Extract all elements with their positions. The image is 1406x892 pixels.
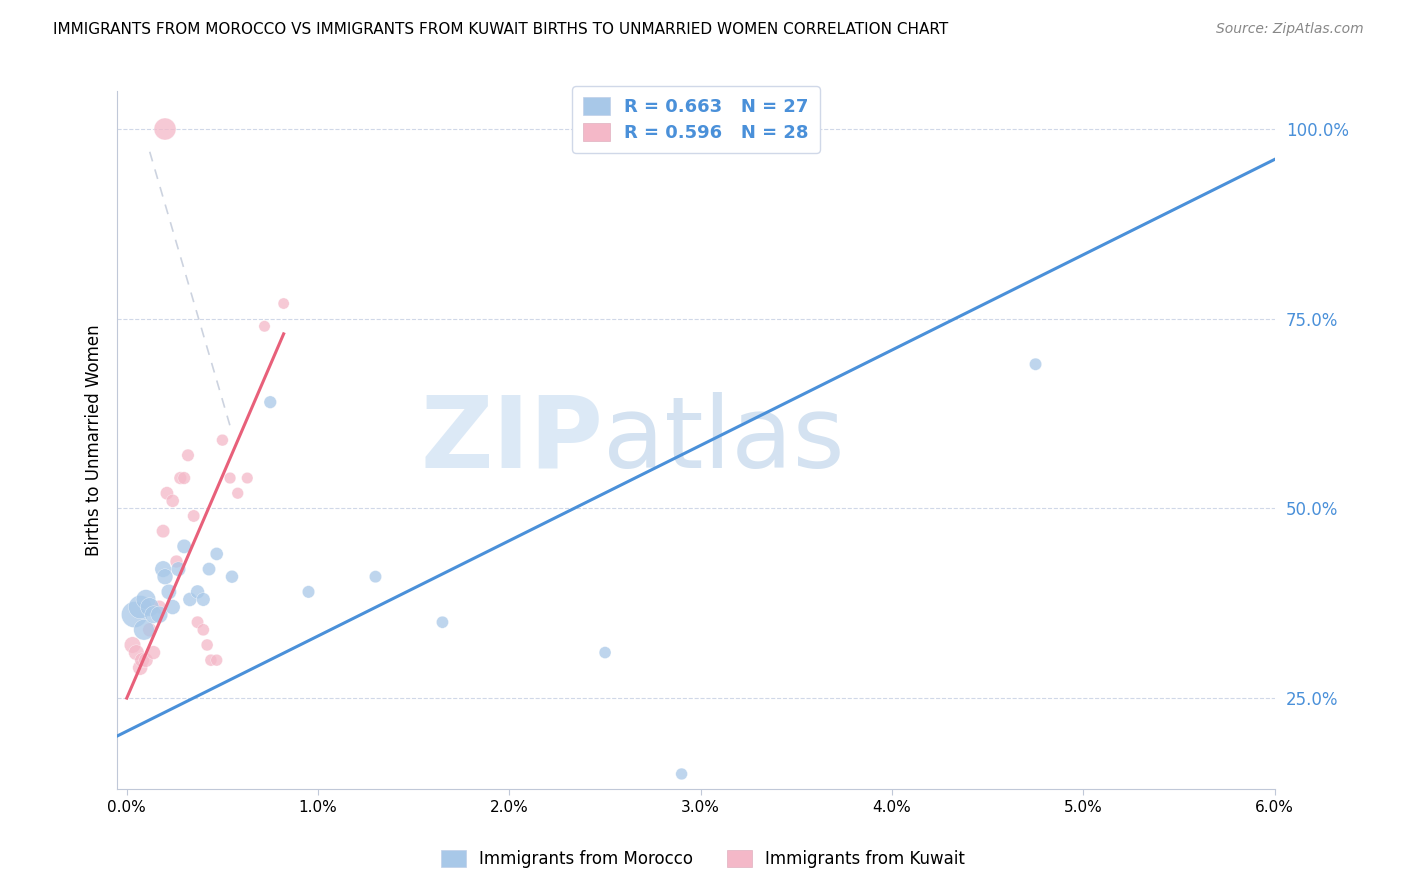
Point — [153, 122, 176, 136]
Point — [432, 615, 454, 630]
Point — [1025, 357, 1047, 371]
Point — [162, 493, 184, 508]
Point — [167, 562, 190, 576]
Point — [129, 600, 152, 615]
Point — [1168, 805, 1191, 819]
Legend: R = 0.663   N = 27, R = 0.596   N = 28: R = 0.663 N = 27, R = 0.596 N = 28 — [572, 87, 820, 153]
Point — [226, 486, 249, 500]
Point — [135, 592, 157, 607]
Point — [205, 653, 228, 667]
Point — [124, 607, 146, 622]
Point — [671, 767, 693, 781]
Point — [157, 585, 180, 599]
Point — [187, 585, 209, 599]
Point — [152, 524, 174, 538]
Point — [187, 615, 209, 630]
Point — [259, 395, 281, 409]
Point — [593, 646, 616, 660]
Text: atlas: atlas — [603, 392, 845, 489]
Point — [142, 607, 165, 622]
Point — [153, 570, 176, 584]
Point — [200, 653, 222, 667]
Text: Source: ZipAtlas.com: Source: ZipAtlas.com — [1216, 22, 1364, 37]
Point — [364, 570, 387, 584]
Point — [173, 471, 195, 485]
Point — [148, 607, 170, 622]
Point — [253, 319, 276, 334]
Point — [132, 623, 155, 637]
Point — [205, 547, 228, 561]
Point — [156, 486, 179, 500]
Point — [198, 562, 221, 576]
Y-axis label: Births to Unmarried Women: Births to Unmarried Women — [86, 325, 103, 556]
Point — [173, 539, 195, 553]
Point — [297, 585, 319, 599]
Point — [219, 471, 242, 485]
Point — [135, 653, 157, 667]
Text: ZIP: ZIP — [420, 392, 603, 489]
Point — [193, 592, 215, 607]
Point — [121, 638, 143, 652]
Point — [125, 646, 148, 660]
Point — [162, 600, 184, 615]
Point — [273, 296, 295, 310]
Legend: Immigrants from Morocco, Immigrants from Kuwait: Immigrants from Morocco, Immigrants from… — [434, 843, 972, 875]
Point — [177, 448, 200, 462]
Point — [142, 646, 165, 660]
Point — [211, 433, 233, 447]
Text: IMMIGRANTS FROM MOROCCO VS IMMIGRANTS FROM KUWAIT BIRTHS TO UNMARRIED WOMEN CORR: IMMIGRANTS FROM MOROCCO VS IMMIGRANTS FR… — [53, 22, 949, 37]
Point — [193, 623, 215, 637]
Point — [152, 562, 174, 576]
Point — [179, 592, 201, 607]
Point — [138, 623, 160, 637]
Point — [138, 600, 160, 615]
Point — [148, 600, 170, 615]
Point — [195, 638, 218, 652]
Point — [183, 508, 205, 523]
Point — [131, 653, 153, 667]
Point — [169, 471, 191, 485]
Point — [129, 661, 152, 675]
Point — [236, 471, 259, 485]
Point — [221, 570, 243, 584]
Point — [166, 554, 188, 568]
